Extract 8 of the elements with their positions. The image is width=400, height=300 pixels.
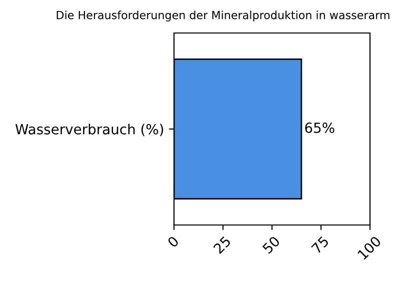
x-tick-label: 100 xyxy=(357,236,382,260)
y-tick-label: Wasserverbrauch (%) xyxy=(15,124,164,136)
data-label: 65% xyxy=(305,122,334,134)
chart-title: Die Herausforderungen der Mineralproduktion in wasserarm xyxy=(56,10,390,22)
x-tick-label: 0 xyxy=(166,236,180,248)
x-tick-label: 50 xyxy=(262,236,280,254)
x-tick-label: 25 xyxy=(212,236,232,254)
x-tick-label: 75 xyxy=(311,236,330,254)
